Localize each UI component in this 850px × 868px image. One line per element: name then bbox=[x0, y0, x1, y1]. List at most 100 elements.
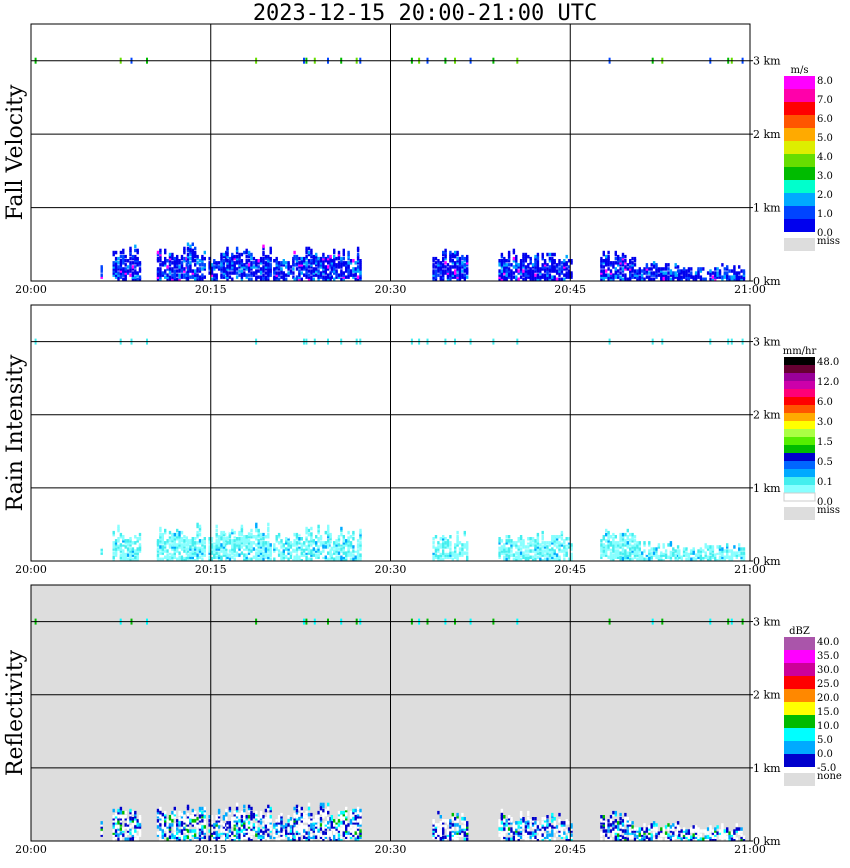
data-cell bbox=[173, 545, 176, 549]
colorbar-band bbox=[784, 115, 815, 128]
data-cell bbox=[432, 549, 435, 553]
data-cell bbox=[626, 541, 629, 545]
data-cell bbox=[619, 271, 622, 275]
data-cell bbox=[567, 275, 571, 279]
data-cell bbox=[570, 827, 573, 831]
data-cell bbox=[682, 827, 686, 831]
data-cell bbox=[312, 273, 315, 277]
data-cell bbox=[466, 831, 469, 835]
data-cell bbox=[536, 535, 540, 539]
data-cell bbox=[168, 252, 172, 257]
data-cell bbox=[310, 537, 313, 541]
data-cell bbox=[442, 275, 445, 279]
data-cell bbox=[434, 261, 438, 265]
data-cell bbox=[173, 547, 176, 551]
data-cell bbox=[636, 269, 639, 273]
data-cell bbox=[500, 808, 504, 813]
data-cell bbox=[709, 545, 712, 549]
data-cell bbox=[315, 821, 318, 825]
data-cell bbox=[612, 263, 615, 267]
data-cell bbox=[201, 267, 204, 271]
data-cell bbox=[546, 551, 549, 555]
colorbar-band bbox=[784, 357, 815, 365]
data-cell bbox=[531, 263, 535, 267]
data-cell bbox=[733, 837, 736, 841]
data-cell bbox=[292, 261, 295, 265]
data-cell bbox=[463, 827, 466, 831]
data-cell bbox=[330, 275, 333, 279]
data-cell bbox=[273, 267, 276, 271]
data-cell bbox=[503, 545, 506, 549]
data-cell bbox=[319, 271, 323, 275]
data-cell bbox=[114, 812, 118, 817]
data-cell bbox=[329, 551, 332, 555]
data-cell bbox=[498, 273, 501, 277]
data-cell bbox=[553, 537, 556, 541]
y-tick-label: 0 km bbox=[753, 835, 781, 848]
data-cell bbox=[269, 549, 272, 553]
data-cell bbox=[536, 252, 540, 257]
data-cell bbox=[282, 263, 285, 267]
data-cell bbox=[210, 829, 214, 833]
data-cell bbox=[264, 256, 268, 261]
data-cell bbox=[690, 837, 693, 841]
data-cell bbox=[324, 821, 327, 825]
data-cell bbox=[119, 271, 123, 275]
data-cell bbox=[293, 812, 296, 817]
data-cell bbox=[257, 259, 260, 263]
data-cell bbox=[534, 269, 537, 273]
data-cell bbox=[548, 547, 552, 551]
data-cell bbox=[660, 555, 663, 559]
data-cell bbox=[203, 267, 206, 271]
data-cell bbox=[454, 261, 457, 265]
data-cell bbox=[300, 547, 303, 551]
data-cell bbox=[117, 827, 120, 831]
data-cell bbox=[262, 265, 265, 269]
data-cell bbox=[352, 267, 355, 271]
data-cell bbox=[317, 829, 320, 833]
data-cell bbox=[558, 545, 561, 549]
data-cell bbox=[307, 557, 311, 561]
data-cell bbox=[709, 549, 712, 553]
data-cell bbox=[354, 819, 357, 823]
data-cell bbox=[327, 275, 330, 279]
data-cell bbox=[161, 263, 164, 267]
data-cell bbox=[352, 557, 355, 561]
data-cell bbox=[633, 551, 637, 555]
data-cell bbox=[434, 553, 438, 557]
data-cell bbox=[222, 273, 226, 277]
data-cell bbox=[257, 269, 260, 273]
data-cell bbox=[319, 806, 323, 811]
data-cell bbox=[213, 835, 216, 839]
data-cell bbox=[629, 273, 632, 277]
data-cell bbox=[298, 827, 301, 831]
data-cell bbox=[217, 543, 221, 547]
data-cell bbox=[156, 547, 160, 551]
data-cell bbox=[119, 821, 123, 825]
data-cell bbox=[222, 261, 226, 265]
data-cell bbox=[697, 831, 700, 835]
data-cell bbox=[682, 553, 686, 557]
data-cell bbox=[507, 815, 511, 819]
data-cell bbox=[507, 541, 511, 545]
data-cell bbox=[233, 557, 236, 561]
data-cell bbox=[166, 273, 169, 277]
data-cell bbox=[112, 252, 115, 257]
data-cell bbox=[210, 553, 214, 557]
data-cell bbox=[439, 815, 442, 819]
data-cell bbox=[704, 545, 707, 549]
data-cell bbox=[282, 831, 285, 835]
data-cell bbox=[129, 827, 132, 831]
data-cell bbox=[186, 806, 190, 811]
data-cell bbox=[631, 269, 634, 273]
data-cell bbox=[238, 259, 241, 263]
data-cell bbox=[721, 831, 724, 835]
data-cell bbox=[240, 835, 244, 839]
data-cell bbox=[345, 261, 348, 265]
data-cell bbox=[198, 825, 202, 829]
data-cell bbox=[503, 275, 506, 279]
data-cell bbox=[543, 819, 547, 823]
data-cell bbox=[726, 545, 729, 549]
data-cell bbox=[159, 526, 162, 531]
data-cell bbox=[335, 273, 338, 277]
